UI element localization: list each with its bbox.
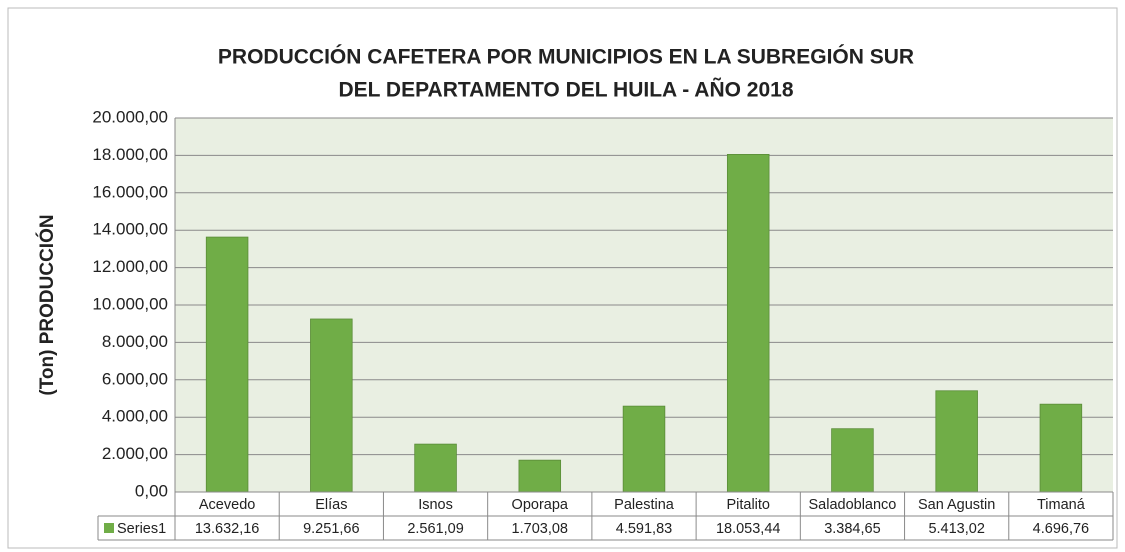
- data-label: 13.632,16: [195, 521, 260, 537]
- bar: [205, 236, 249, 493]
- x-tick-label: San Agustin: [918, 497, 995, 513]
- y-tick-label: 2.000,00: [102, 444, 168, 463]
- data-label: 18.053,44: [716, 521, 781, 537]
- y-tick-label: 12.000,00: [92, 257, 168, 276]
- y-tick-label: 4.000,00: [102, 407, 168, 426]
- data-label: 3.384,65: [824, 521, 880, 537]
- y-tick-label: 6.000,00: [102, 369, 168, 388]
- x-tick-label: Acevedo: [199, 497, 255, 513]
- x-tick-label: Saladoblanco: [808, 497, 896, 513]
- data-label: 5.413,02: [928, 521, 984, 537]
- y-tick-label: 0,00: [135, 481, 168, 500]
- data-label: 2.561,09: [407, 521, 463, 537]
- data-label: 9.251,66: [303, 521, 359, 537]
- x-tick-label: Pitalito: [726, 497, 770, 513]
- bar: [310, 318, 353, 493]
- y-tick-label: 8.000,00: [102, 332, 168, 351]
- y-axis-label: (Ton) PRODUCCIÓN: [36, 214, 58, 395]
- x-tick-label: Oporapa: [512, 497, 569, 513]
- data-label: 4.591,83: [616, 521, 672, 537]
- bar: [831, 428, 874, 493]
- y-tick-label: 16.000,00: [92, 182, 168, 201]
- chart-title: DEL DEPARTAMENTO DEL HUILA - AÑO 2018: [338, 79, 793, 102]
- y-tick-label: 14.000,00: [92, 220, 168, 239]
- data-label: 1.703,08: [512, 521, 568, 537]
- y-tick-label: 18.000,00: [92, 145, 168, 164]
- y-tick-label: 20.000,00: [92, 107, 168, 126]
- legend-label: Series1: [117, 521, 166, 537]
- bar: [935, 390, 978, 493]
- x-tick-label: Timaná: [1037, 497, 1086, 513]
- bar: [414, 443, 457, 493]
- chart-title: PRODUCCIÓN CAFETERA POR MUNICIPIOS EN LA…: [218, 45, 914, 69]
- bar: [622, 405, 666, 493]
- bar: [726, 154, 770, 493]
- y-tick-label: 10.000,00: [92, 294, 168, 313]
- data-label: 4.696,76: [1033, 521, 1089, 537]
- legend-key: [104, 523, 114, 533]
- x-tick-label: Elías: [315, 497, 347, 513]
- x-tick-label: Palestina: [614, 497, 675, 513]
- x-tick-label: Isnos: [418, 497, 453, 513]
- bar: [1039, 403, 1083, 493]
- bar: [518, 459, 562, 493]
